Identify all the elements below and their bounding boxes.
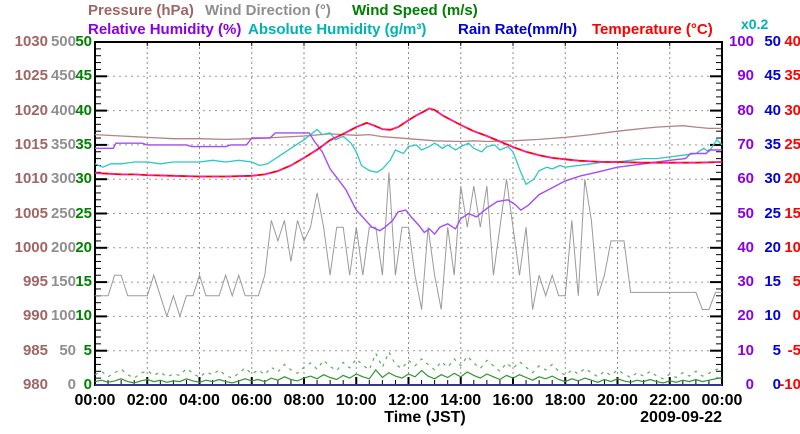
wind_direction-tick-label: 250 (50, 204, 76, 222)
legend-item-absolute-humidity-g-m: Absolute Humidity (g/m³) (248, 21, 427, 38)
time-tick-label: 00:00 (701, 392, 743, 409)
time-tick-label: 00:00 (74, 392, 116, 409)
pressure-tick-label: 1020 (14, 101, 48, 119)
wind_speed-tick-label: 20 (75, 238, 92, 256)
wind_direction-tick-label: 400 (50, 101, 76, 119)
rel_humidity-tick-label: 30 (737, 273, 754, 291)
wind_speed-tick-label: 25 (75, 204, 92, 222)
temperature-tick-label: 20 (784, 170, 800, 188)
temperature-tick-label: -5 (787, 341, 800, 359)
wind_speed-tick-label: 0 (83, 376, 92, 393)
wind_direction-tick-label: 200 (50, 238, 76, 256)
time-tick-label: 08:00 (283, 392, 325, 409)
rel_humidity-tick-label: 70 (737, 135, 754, 153)
temperature-tick-label: 40 (784, 33, 800, 50)
rain_rate-tick-label: 20 (764, 238, 781, 256)
rain_rate-tick-label: 25 (764, 204, 781, 222)
rain_rate-tick-label: 35 (764, 135, 781, 153)
wind_speed-tick-label: 50 (75, 33, 92, 50)
pressure-tick-label: 1000 (14, 238, 48, 256)
time-tick-label: 14:00 (440, 392, 482, 409)
wind_direction-tick-label: 100 (50, 307, 76, 325)
rel_humidity-tick-label: 40 (737, 238, 754, 256)
time-tick-label: 10:00 (335, 392, 377, 409)
temperature-tick-label: 25 (784, 135, 800, 153)
temperature-tick-label: 0 (792, 307, 800, 325)
time-tick-label: 18:00 (544, 392, 586, 409)
pressure-tick-label: 1005 (14, 204, 48, 222)
wind_direction-tick-label: 500 (50, 33, 76, 50)
legend-item-wind-direction: Wind Direction (°) (205, 2, 331, 19)
temperature-tick-label: 35 (784, 67, 800, 85)
rel_humidity-tick-label: 0 (745, 376, 754, 393)
x-axis-title: Time (JST) (384, 409, 466, 426)
wind_direction-tick-label: 150 (50, 273, 76, 291)
wind_speed-tick-label: 40 (75, 101, 92, 119)
rel_humidity-tick-label: 50 (737, 204, 754, 222)
rain_rate-tick-label: 0 (772, 376, 781, 393)
date-label: 2009-09-22 (640, 409, 722, 426)
rel_humidity-tick-label: 10 (737, 341, 754, 359)
rain_rate-tick-label: 50 (764, 33, 781, 50)
pressure-tick-label: 990 (22, 307, 48, 325)
rel_humidity-tick-label: 20 (737, 307, 754, 325)
rel_humidity-tick-label: 80 (737, 101, 754, 119)
wind_direction-tick-label: 50 (59, 341, 76, 359)
time-tick-label: 20:00 (597, 392, 638, 409)
time-tick-label: 06:00 (231, 392, 273, 409)
wind_speed-tick-label: 45 (75, 67, 92, 85)
series-wind_speed_gust (94, 350, 723, 380)
temperature-tick-label: -10 (779, 376, 800, 393)
rain_rate-tick-label: 10 (764, 307, 781, 325)
rain_rate-tick-label: 30 (764, 170, 781, 188)
wind_direction-tick-label: 0 (67, 376, 76, 393)
wind_speed-tick-label: 35 (75, 135, 92, 153)
temperature-tick-label: 30 (784, 101, 800, 119)
rain_rate-tick-label: 45 (764, 67, 781, 85)
series-wind_speed (94, 368, 723, 384)
legend-item-temperature-c: Temperature (°C) (592, 21, 713, 38)
series-wind_direction (95, 172, 722, 319)
time-tick-label: 12:00 (388, 392, 429, 409)
pressure-tick-label: 1025 (14, 67, 48, 85)
wind_speed-tick-label: 15 (75, 273, 92, 291)
legend-item-wind-speed-m-s: Wind Speed (m/s) (352, 2, 478, 19)
pressure-tick-label: 1030 (14, 33, 48, 50)
pressure-tick-label: 985 (22, 341, 48, 359)
pressure-tick-label: 980 (22, 376, 48, 393)
legend-item-rain-rate-mm-h: Rain Rate(mm/h) (458, 21, 578, 38)
pressure-tick-label: 1010 (14, 170, 48, 188)
wind_speed-tick-label: 10 (75, 307, 92, 325)
rel_humidity-tick-label: 90 (737, 67, 754, 85)
rain_rate-tick-label: 15 (764, 273, 781, 291)
rain_rate-tick-label: 5 (772, 341, 781, 359)
series-abs_humidity (94, 128, 723, 186)
temperature-tick-label: 5 (792, 273, 800, 291)
time-tick-label: 04:00 (179, 392, 220, 409)
temperature-tick-label: 10 (784, 238, 800, 256)
time-tick-label: 16:00 (492, 392, 534, 409)
wind_direction-tick-label: 300 (50, 170, 76, 188)
wind_direction-tick-label: 450 (50, 67, 76, 85)
rain_rate-tick-label: 40 (764, 101, 781, 119)
temperature-tick-label: 15 (784, 204, 800, 222)
rel_humidity-tick-label: 100 (728, 33, 754, 50)
series-pressure (94, 125, 722, 143)
pressure-tick-label: 995 (22, 273, 48, 291)
rel_humidity-tick-label: 60 (737, 170, 754, 188)
series-rel_humidity (95, 132, 722, 236)
series-temperature_dashed (94, 107, 723, 178)
wind_speed-tick-label: 5 (83, 341, 92, 359)
time-tick-label: 02:00 (126, 392, 168, 409)
pressure-tick-label: 1015 (14, 135, 48, 153)
legend-item-pressure-hpa: Pressure (hPa) (88, 2, 194, 19)
wind_speed-tick-label: 30 (75, 170, 92, 188)
time-tick-label: 22:00 (649, 392, 691, 409)
wind_direction-tick-label: 350 (50, 135, 76, 153)
abs-humidity-scale-note: x0.2 (741, 16, 769, 32)
legend-item-relative-humidity: Relative Humidity (%) (88, 21, 242, 38)
